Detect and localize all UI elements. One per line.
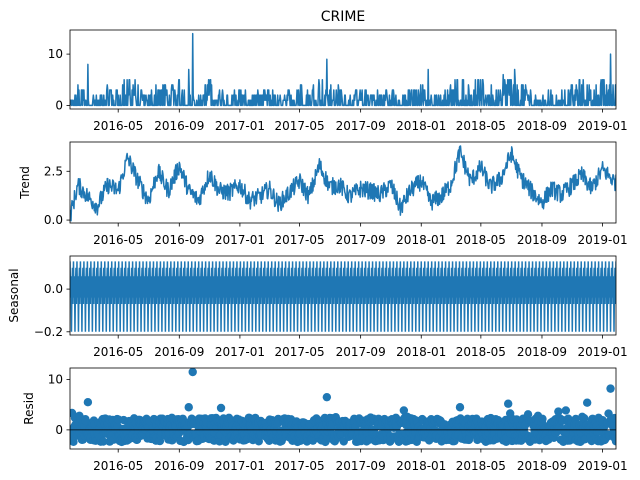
resid-xtick-label: 2018-05 (456, 459, 506, 473)
resid-ytick-label: 10 (48, 373, 63, 387)
seasonal-xtick-label: 2017-01 (215, 345, 265, 359)
observed-ytick-label: 0 (55, 98, 63, 112)
panels: 0 10 2016-05 2016-09 2017-01 2017-05 2017-09 20… (7, 29, 628, 473)
resid-point (503, 399, 513, 408)
trend-xtick-label: 2018-09 (517, 233, 567, 247)
observed-xtick-label: 2018-01 (396, 119, 446, 133)
trend-xtick-label: 2019-01 (578, 233, 628, 247)
observed-xtick-label: 2018-05 (456, 119, 506, 133)
resid-xtick-label: 2018-09 (517, 459, 567, 473)
observed-xtick-label: 2016-09 (154, 119, 204, 133)
observed-xtick-label: 2018-09 (517, 119, 567, 133)
resid-point (538, 414, 547, 424)
resid-point (99, 437, 108, 446)
trend-series-line (70, 145, 616, 222)
seasonal-series-line (70, 261, 616, 332)
seasonal-frame (69, 255, 617, 336)
seasonal-xtick-label: 2016-09 (154, 345, 204, 359)
seasonal-ytick-label: −0.2 (34, 325, 63, 339)
seasonal-plot-area (70, 261, 616, 332)
seasonal-ytick-label: 0.0 (44, 282, 63, 296)
resid-point (184, 403, 193, 412)
chart-title: CRIME (321, 9, 366, 25)
trend-xtick-label: 2017-09 (336, 233, 386, 247)
seasonal-xtick-label: 2018-05 (456, 345, 506, 359)
resid-point (580, 414, 589, 423)
resid-point (582, 398, 592, 407)
trend-xtick-label: 2018-01 (396, 233, 446, 247)
trend-frame (69, 141, 617, 224)
seasonal-ylabel: Seasonal (7, 268, 21, 322)
observed-frame (69, 29, 617, 110)
panel-trend: 0.0 2.5 2016-05 2016-09 2017-01 2017-05 2017-0… (18, 141, 628, 247)
resid-xtick-label: 2017-05 (274, 459, 324, 473)
resid-xtick-label: 2019-01 (578, 459, 628, 473)
resid-point (523, 410, 533, 419)
seasonal-xtick-label: 2018-09 (517, 345, 567, 359)
resid-xtick-label: 2018-01 (396, 459, 446, 473)
observed-xtick-label: 2016-05 (93, 119, 143, 133)
resid-xtick-label: 2017-09 (336, 459, 386, 473)
trend-xtick-label: 2016-05 (93, 233, 143, 247)
resid-point (606, 384, 615, 393)
observed-xtick-label: 2019-01 (578, 119, 628, 133)
seasonal-xtick-label: 2019-01 (578, 345, 628, 359)
resid-point (610, 413, 616, 423)
observed-series-line (70, 32, 616, 107)
resid-point (554, 407, 563, 416)
trend-ytick-label: 2.5 (44, 164, 63, 178)
resid-frame (69, 367, 617, 450)
resid-point (83, 398, 93, 407)
trend-xtick-label: 2017-05 (274, 233, 324, 247)
seasonal-xtick-label: 2017-05 (274, 345, 324, 359)
resid-point (216, 403, 226, 413)
panel-observed: 0 10 2016-05 2016-09 2017-01 2017-05 2017-09 20… (48, 29, 628, 133)
resid-point (70, 437, 78, 446)
resid-plot-area (70, 368, 616, 447)
resid-point (455, 403, 465, 412)
observed-xtick-label: 2017-05 (274, 119, 324, 133)
trend-xtick-label: 2017-01 (215, 233, 265, 247)
trend-ylabel: Trend (18, 166, 32, 200)
observed-xtick-label: 2017-01 (215, 119, 265, 133)
resid-point (322, 392, 332, 402)
seasonal-xtick-label: 2016-05 (93, 345, 143, 359)
observed-xtick-label: 2017-09 (336, 119, 386, 133)
resid-xtick-label: 2016-09 (154, 459, 204, 473)
panel-seasonal: −0.2 0.0 2016-05 2016-09 2017-01 2017-05 2017-… (7, 255, 628, 359)
resid-xtick-label: 2017-01 (215, 459, 265, 473)
resid-point (561, 406, 571, 415)
resid-ylabel: Resid (22, 392, 36, 424)
resid-point (611, 427, 616, 436)
trend-plot-area (70, 145, 616, 222)
panel-resid: 0 10 2016-05 2016-09 2017-01 2017-05 2017-09 20… (22, 367, 628, 473)
resid-point (399, 406, 409, 415)
observed-ytick-label: 10 (48, 47, 63, 61)
trend-xtick-label: 2018-05 (456, 233, 506, 247)
seasonal-xtick-label: 2018-01 (396, 345, 446, 359)
resid-point (611, 437, 616, 446)
trend-xtick-label: 2016-09 (154, 233, 204, 247)
resid-point (188, 368, 197, 377)
seasonal-xtick-label: 2017-09 (336, 345, 386, 359)
observed-plot-area (70, 32, 616, 107)
resid-xtick-label: 2016-05 (93, 459, 143, 473)
trend-ytick-label: 0.0 (44, 213, 63, 227)
resid-ytick-label: 0 (55, 423, 63, 437)
